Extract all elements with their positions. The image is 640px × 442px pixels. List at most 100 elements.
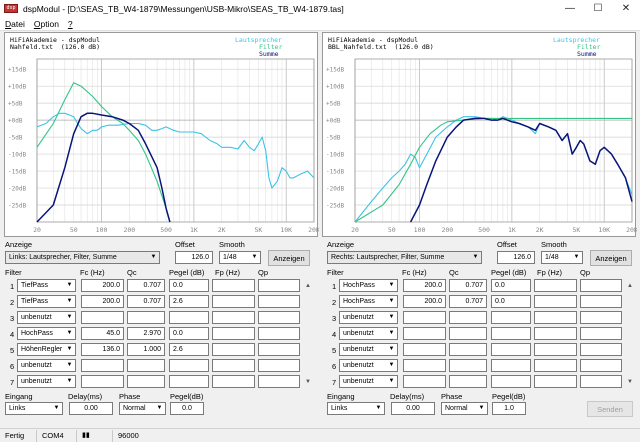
phase-select[interactable]: Normal ▼ <box>441 402 488 415</box>
filter-type-select[interactable]: unbenutzt ▼ <box>339 343 398 356</box>
pegel-db-input[interactable]: 1.0 <box>492 402 526 415</box>
qc-input[interactable]: 0.707 <box>127 279 165 292</box>
qc-input[interactable]: 0.707 <box>127 295 165 308</box>
qc-input[interactable]: 0.707 <box>449 295 487 308</box>
filter-type-select[interactable]: unbenutzt ▼ <box>17 375 76 388</box>
fp-input[interactable] <box>534 359 577 372</box>
menu-help[interactable]: ? <box>67 18 73 29</box>
anzeigen-button[interactable]: Anzeigen <box>268 250 310 266</box>
menu-datei[interactable]: Datei <box>5 18 25 29</box>
qc-input[interactable]: 0.707 <box>449 279 487 292</box>
pegel-input[interactable]: 0.0 <box>491 295 531 308</box>
filter-scrollbar[interactable]: ▲ ▼ <box>303 279 313 389</box>
filter-type-select[interactable]: HochPass ▼ <box>339 295 398 308</box>
fp-input[interactable] <box>534 375 577 388</box>
scroll-up-icon[interactable]: ▲ <box>627 283 633 289</box>
filter-type-select[interactable]: TiefPass ▼ <box>17 295 76 308</box>
filter-type-select[interactable]: TiefPass ▼ <box>17 279 76 292</box>
maximize-icon[interactable]: ☐ <box>593 3 603 14</box>
filter-scrollbar[interactable]: ▲ ▼ <box>625 279 635 389</box>
filter-type-select[interactable]: unbenutzt ▼ <box>339 359 398 372</box>
pegel-input[interactable] <box>169 311 209 324</box>
anzeigen-button[interactable]: Anzeigen <box>590 250 632 266</box>
fc-input[interactable] <box>81 311 124 324</box>
fp-input[interactable] <box>212 295 255 308</box>
fc-input[interactable]: 136.0 <box>81 343 124 356</box>
qc-input[interactable] <box>449 375 487 388</box>
qp-input[interactable] <box>580 327 622 340</box>
fp-input[interactable] <box>534 295 577 308</box>
qp-input[interactable] <box>580 295 622 308</box>
pegel-input[interactable] <box>491 375 531 388</box>
scroll-down-icon[interactable]: ▼ <box>305 379 311 385</box>
qp-input[interactable] <box>580 279 622 292</box>
eingang-select[interactable]: Links ▼ <box>5 402 63 415</box>
fc-input[interactable] <box>403 327 446 340</box>
filter-type-select[interactable]: unbenutzt ▼ <box>17 311 76 324</box>
fp-input[interactable] <box>212 279 255 292</box>
fc-input[interactable]: 200.0 <box>403 279 446 292</box>
pegel-input[interactable] <box>169 359 209 372</box>
fc-input[interactable] <box>81 359 124 372</box>
anzeige-select[interactable]: Links: Lautsprecher, Filter, Summe ▼ <box>5 251 160 264</box>
pegel-input[interactable]: 0.0 <box>169 279 209 292</box>
qc-input[interactable] <box>127 311 165 324</box>
qp-input[interactable] <box>258 375 300 388</box>
pegel-db-input[interactable]: 0.0 <box>170 402 204 415</box>
pegel-input[interactable] <box>491 327 531 340</box>
fc-input[interactable]: 45.0 <box>81 327 124 340</box>
delay-input[interactable]: 0.00 <box>69 402 113 415</box>
pegel-input[interactable] <box>491 343 531 356</box>
qc-input[interactable] <box>127 359 165 372</box>
pegel-input[interactable]: 0.0 <box>169 327 209 340</box>
fp-input[interactable] <box>212 343 255 356</box>
qp-input[interactable] <box>258 359 300 372</box>
fp-input[interactable] <box>212 311 255 324</box>
scroll-up-icon[interactable]: ▲ <box>305 283 311 289</box>
fc-input[interactable]: 200.0 <box>403 295 446 308</box>
pegel-input[interactable] <box>491 359 531 372</box>
fp-input[interactable] <box>212 359 255 372</box>
qp-input[interactable] <box>258 311 300 324</box>
qc-input[interactable] <box>449 311 487 324</box>
filter-type-select[interactable]: unbenutzt ▼ <box>17 359 76 372</box>
pegel-input[interactable]: 2.6 <box>169 343 209 356</box>
filter-type-select[interactable]: HochPass ▼ <box>17 327 76 340</box>
smooth-select[interactable]: 1/48 ▼ <box>219 251 261 264</box>
senden-button[interactable]: Senden <box>587 401 633 417</box>
offset-input[interactable]: 126.0 <box>497 251 535 264</box>
qp-input[interactable] <box>258 279 300 292</box>
qp-input[interactable] <box>258 295 300 308</box>
close-icon[interactable]: ✕ <box>621 3 631 14</box>
offset-input[interactable]: 126.0 <box>175 251 213 264</box>
filter-type-select[interactable]: unbenutzt ▼ <box>339 327 398 340</box>
fp-input[interactable] <box>534 327 577 340</box>
anzeige-select[interactable]: Rechts: Lautsprecher, Filter, Summe ▼ <box>327 251 482 264</box>
fc-input[interactable] <box>403 359 446 372</box>
fc-input[interactable]: 200.0 <box>81 279 124 292</box>
pegel-input[interactable]: 0.0 <box>491 279 531 292</box>
fp-input[interactable] <box>212 327 255 340</box>
pegel-input[interactable]: 2.6 <box>169 295 209 308</box>
qp-input[interactable] <box>580 375 622 388</box>
minimize-icon[interactable]: — <box>565 3 575 14</box>
pegel-input[interactable] <box>169 375 209 388</box>
fc-input[interactable] <box>403 311 446 324</box>
fc-input[interactable] <box>403 343 446 356</box>
filter-type-select[interactable]: HöhenRegler ▼ <box>17 343 76 356</box>
qp-input[interactable] <box>258 327 300 340</box>
qp-input[interactable] <box>580 343 622 356</box>
smooth-select[interactable]: 1/48 ▼ <box>541 251 583 264</box>
fc-input[interactable] <box>81 375 124 388</box>
qc-input[interactable] <box>449 327 487 340</box>
qp-input[interactable] <box>258 343 300 356</box>
delay-input[interactable]: 0.00 <box>391 402 435 415</box>
qc-input[interactable] <box>449 359 487 372</box>
filter-type-select[interactable]: unbenutzt ▼ <box>339 375 398 388</box>
qc-input[interactable] <box>127 375 165 388</box>
fp-input[interactable] <box>534 343 577 356</box>
qc-input[interactable]: 1.000 <box>127 343 165 356</box>
qc-input[interactable] <box>449 343 487 356</box>
qp-input[interactable] <box>580 359 622 372</box>
fp-input[interactable] <box>534 311 577 324</box>
